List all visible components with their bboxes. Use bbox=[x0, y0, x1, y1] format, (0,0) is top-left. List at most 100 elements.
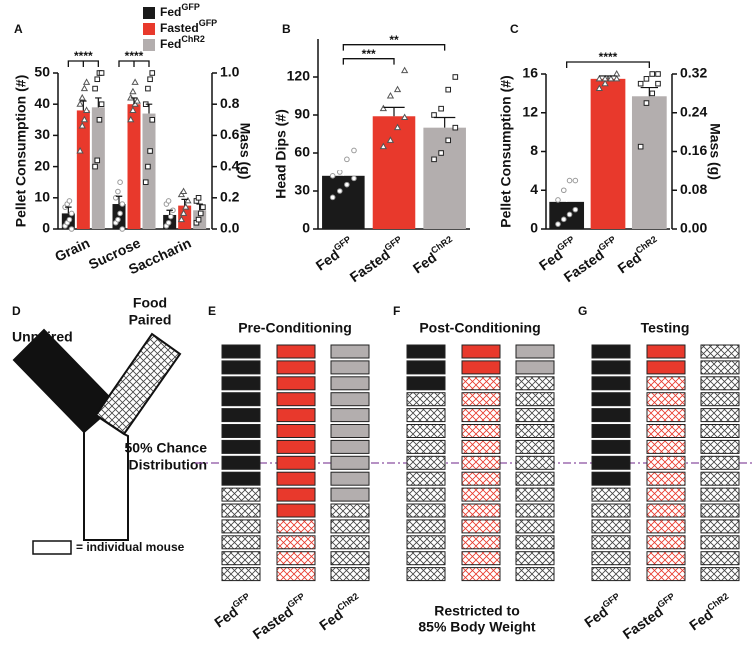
data-point bbox=[329, 194, 336, 201]
mouse-box-hatched bbox=[515, 471, 555, 486]
bar bbox=[590, 78, 626, 229]
significance-bracket bbox=[118, 60, 150, 67]
data-point bbox=[98, 101, 105, 108]
mouse-box-filled bbox=[276, 408, 316, 423]
data-point bbox=[566, 211, 573, 218]
data-point bbox=[80, 115, 89, 123]
mouse-box-hatched bbox=[515, 503, 555, 518]
significance-bracket bbox=[67, 60, 99, 67]
data-point bbox=[438, 150, 444, 156]
mouse-box-hatched bbox=[700, 471, 740, 486]
mouse-box-hatched bbox=[276, 567, 316, 582]
error-bar bbox=[599, 75, 617, 79]
x-tick-label-sup: GFP bbox=[555, 234, 576, 253]
mouse-box-filled bbox=[276, 424, 316, 438]
mouse-box-hatched bbox=[330, 503, 370, 518]
data-point bbox=[76, 146, 84, 154]
data-point bbox=[129, 87, 137, 95]
y-tick-label: 20 bbox=[34, 157, 50, 173]
data-point bbox=[147, 76, 153, 83]
data-point bbox=[66, 198, 73, 204]
mouse-box-hatched bbox=[330, 519, 370, 534]
data-point bbox=[555, 197, 561, 203]
data-point bbox=[66, 216, 73, 223]
panel-letter: D bbox=[12, 304, 21, 318]
x-tick-label-sup: ChR2 bbox=[634, 234, 659, 256]
data-point bbox=[351, 147, 357, 154]
mouse-box-hatched bbox=[221, 551, 261, 566]
y2-tick-label: 0.00 bbox=[680, 220, 707, 236]
mouse-box-filled bbox=[591, 455, 631, 470]
data-point bbox=[560, 216, 567, 223]
significance-bracket bbox=[566, 61, 650, 68]
data-point bbox=[431, 112, 437, 118]
data-point bbox=[336, 169, 343, 175]
mouse-box-filled bbox=[330, 439, 370, 454]
mouse-box-hatched bbox=[221, 567, 261, 582]
data-point bbox=[452, 124, 459, 131]
column-label: FastedGFP bbox=[249, 591, 311, 642]
legend-label: FastedGFP bbox=[160, 18, 217, 35]
chance-label: Distribution bbox=[128, 457, 207, 473]
mouse-box-hatched bbox=[646, 535, 686, 550]
error-bar bbox=[166, 209, 173, 215]
mouse-box-hatched bbox=[646, 408, 686, 423]
mouse-box-hatched bbox=[461, 487, 501, 502]
data-point bbox=[445, 137, 452, 144]
mouse-box-hatched bbox=[700, 535, 740, 550]
error-bar bbox=[65, 206, 72, 214]
grid-title: Testing bbox=[641, 320, 690, 336]
data-point bbox=[445, 86, 452, 93]
y2-tick-label: 0.32 bbox=[680, 65, 707, 81]
bar bbox=[372, 116, 416, 229]
mouse-box-filled bbox=[276, 344, 316, 359]
y-tick-label: 12 bbox=[522, 103, 538, 119]
mouse-box-filled bbox=[461, 344, 501, 359]
mouse-box-filled bbox=[330, 376, 370, 391]
mouse-box-hatched bbox=[330, 567, 370, 582]
mouse-box-filled bbox=[221, 455, 261, 470]
mouse-box-hatched bbox=[330, 535, 370, 550]
data-point bbox=[76, 100, 84, 107]
data-point bbox=[655, 80, 661, 87]
mouse-box-hatched bbox=[700, 439, 740, 454]
data-point bbox=[177, 215, 186, 223]
x-tick-label-sup: ChR2 bbox=[429, 234, 454, 256]
data-point bbox=[379, 104, 388, 112]
data-point bbox=[133, 97, 141, 104]
mouse-box-hatched bbox=[591, 519, 631, 534]
data-point bbox=[182, 203, 190, 210]
y-tick-label: 16 bbox=[522, 65, 538, 81]
panel-letter: E bbox=[208, 304, 216, 318]
mouse-box-hatched bbox=[221, 487, 261, 502]
grid-note: 85% Body Weight bbox=[418, 619, 536, 635]
data-point bbox=[195, 195, 202, 201]
legend-label-sup: GFP bbox=[181, 2, 200, 12]
x-tick-label-sup: GFP bbox=[332, 234, 353, 253]
y-tick-label: 10 bbox=[34, 189, 50, 205]
bar bbox=[142, 113, 156, 229]
mouse-box-hatched bbox=[646, 567, 686, 582]
data-point bbox=[98, 70, 105, 76]
significance-bracket bbox=[342, 44, 446, 51]
mouse-box-filled bbox=[406, 360, 446, 375]
mouse-box-hatched bbox=[406, 424, 446, 438]
data-point bbox=[149, 117, 156, 123]
mouse-box-filled bbox=[330, 344, 370, 359]
y-tick-label: 50 bbox=[34, 64, 50, 80]
mouse-box-filled bbox=[330, 392, 370, 407]
data-point bbox=[92, 163, 98, 170]
column-label-base: Fasted bbox=[620, 603, 666, 642]
column-label: FedChR2 bbox=[685, 591, 735, 633]
panel-letter: B bbox=[282, 22, 291, 36]
mouse-box-hatched bbox=[515, 487, 555, 502]
data-point bbox=[566, 177, 573, 184]
error-bar bbox=[640, 86, 659, 97]
data-point bbox=[68, 226, 75, 232]
y-tick-label: 60 bbox=[294, 144, 310, 160]
mouse-box-hatched bbox=[591, 551, 631, 566]
mouse-box-hatched bbox=[461, 424, 501, 438]
legend-label-sup: GFP bbox=[199, 18, 218, 28]
data-point bbox=[649, 71, 656, 77]
